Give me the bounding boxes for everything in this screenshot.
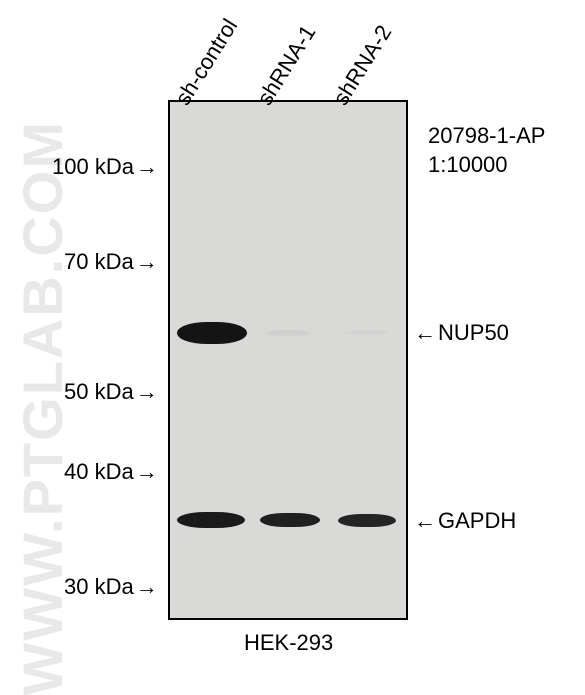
antibody-dilution: 1:10000 [428, 151, 545, 180]
protein-label-nup50: ←NUP50 [414, 320, 509, 346]
antibody-info: 20798-1-AP 1:10000 [428, 122, 545, 179]
protein-label-gapdh-text: GAPDH [438, 508, 516, 533]
band-gapdh-lane1 [260, 513, 320, 527]
lane-label-shrna-1: shRNA-1 [252, 21, 321, 110]
mw-marker-50-text: 50 kDa [64, 379, 134, 404]
arrow-right-icon: → [136, 154, 158, 180]
band-gapdh-lane2 [338, 514, 396, 527]
mw-marker-40-text: 40 kDa [64, 459, 134, 484]
band-gapdh-lane0 [177, 512, 245, 528]
lane-label-shrna-2: shRNA-2 [328, 21, 397, 110]
mw-marker-50: 50 kDa→ [64, 379, 158, 405]
protein-label-gapdh: ←GAPDH [414, 508, 516, 534]
blot-membrane [168, 100, 408, 620]
arrow-left-icon: ← [414, 508, 436, 534]
mw-marker-70: 70 kDa→ [64, 249, 158, 275]
mw-marker-100-text: 100 kDa [52, 154, 134, 179]
arrow-right-icon: → [136, 574, 158, 600]
watermark-text: WWW.PTGLAB.COM [10, 120, 75, 695]
band-nup50-lane2 [344, 330, 388, 335]
arrow-right-icon: → [136, 249, 158, 275]
lane-label-sh-control: sh-control [170, 14, 243, 110]
band-nup50-lane0 [177, 322, 247, 344]
antibody-catalog: 20798-1-AP [428, 122, 545, 151]
figure-container: WWW.PTGLAB.COM sh-control shRNA-1 shRNA-… [0, 0, 585, 685]
arrow-right-icon: → [136, 379, 158, 405]
sample-label: HEK-293 [244, 630, 333, 656]
band-nup50-lane1 [266, 330, 310, 336]
mw-marker-30-text: 30 kDa [64, 574, 134, 599]
mw-marker-30: 30 kDa→ [64, 574, 158, 600]
arrow-left-icon: ← [414, 320, 436, 346]
mw-marker-40: 40 kDa→ [64, 459, 158, 485]
mw-marker-70-text: 70 kDa [64, 249, 134, 274]
mw-marker-100: 100 kDa→ [52, 154, 158, 180]
arrow-right-icon: → [136, 459, 158, 485]
protein-label-nup50-text: NUP50 [438, 320, 509, 345]
